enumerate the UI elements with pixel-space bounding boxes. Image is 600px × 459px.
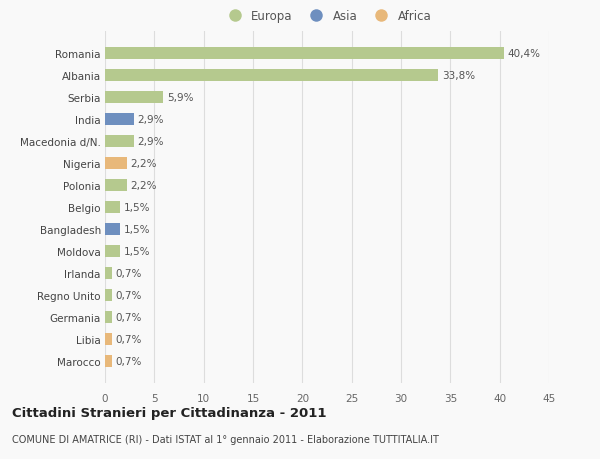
Bar: [105, 180, 127, 192]
Text: 0,7%: 0,7%: [116, 291, 142, 301]
Text: 0,7%: 0,7%: [116, 313, 142, 322]
Bar: [105, 311, 112, 324]
Legend: Europa, Asia, Africa: Europa, Asia, Africa: [223, 10, 431, 23]
Text: 0,7%: 0,7%: [116, 356, 142, 366]
Text: 1,5%: 1,5%: [124, 246, 150, 257]
Text: 2,2%: 2,2%: [131, 159, 157, 169]
Text: 2,2%: 2,2%: [131, 181, 157, 191]
Bar: [105, 246, 120, 257]
Text: 1,5%: 1,5%: [124, 224, 150, 235]
Bar: [105, 114, 134, 126]
Bar: [105, 333, 112, 345]
Text: 2,9%: 2,9%: [137, 115, 164, 125]
Bar: [105, 290, 112, 302]
Text: 33,8%: 33,8%: [442, 71, 476, 81]
Bar: [105, 136, 134, 148]
Text: COMUNE DI AMATRICE (RI) - Dati ISTAT al 1° gennaio 2011 - Elaborazione TUTTITALI: COMUNE DI AMATRICE (RI) - Dati ISTAT al …: [12, 434, 439, 444]
Bar: [105, 158, 127, 170]
Bar: [105, 48, 503, 60]
Text: 1,5%: 1,5%: [124, 203, 150, 213]
Text: 2,9%: 2,9%: [137, 137, 164, 147]
Text: 5,9%: 5,9%: [167, 93, 194, 103]
Text: 40,4%: 40,4%: [508, 49, 541, 59]
Text: Cittadini Stranieri per Cittadinanza - 2011: Cittadini Stranieri per Cittadinanza - 2…: [12, 406, 326, 419]
Bar: [105, 268, 112, 280]
Bar: [105, 92, 163, 104]
Bar: [105, 202, 120, 214]
Text: 0,7%: 0,7%: [116, 269, 142, 279]
Bar: [105, 70, 439, 82]
Text: 0,7%: 0,7%: [116, 334, 142, 344]
Bar: [105, 355, 112, 367]
Bar: [105, 224, 120, 235]
